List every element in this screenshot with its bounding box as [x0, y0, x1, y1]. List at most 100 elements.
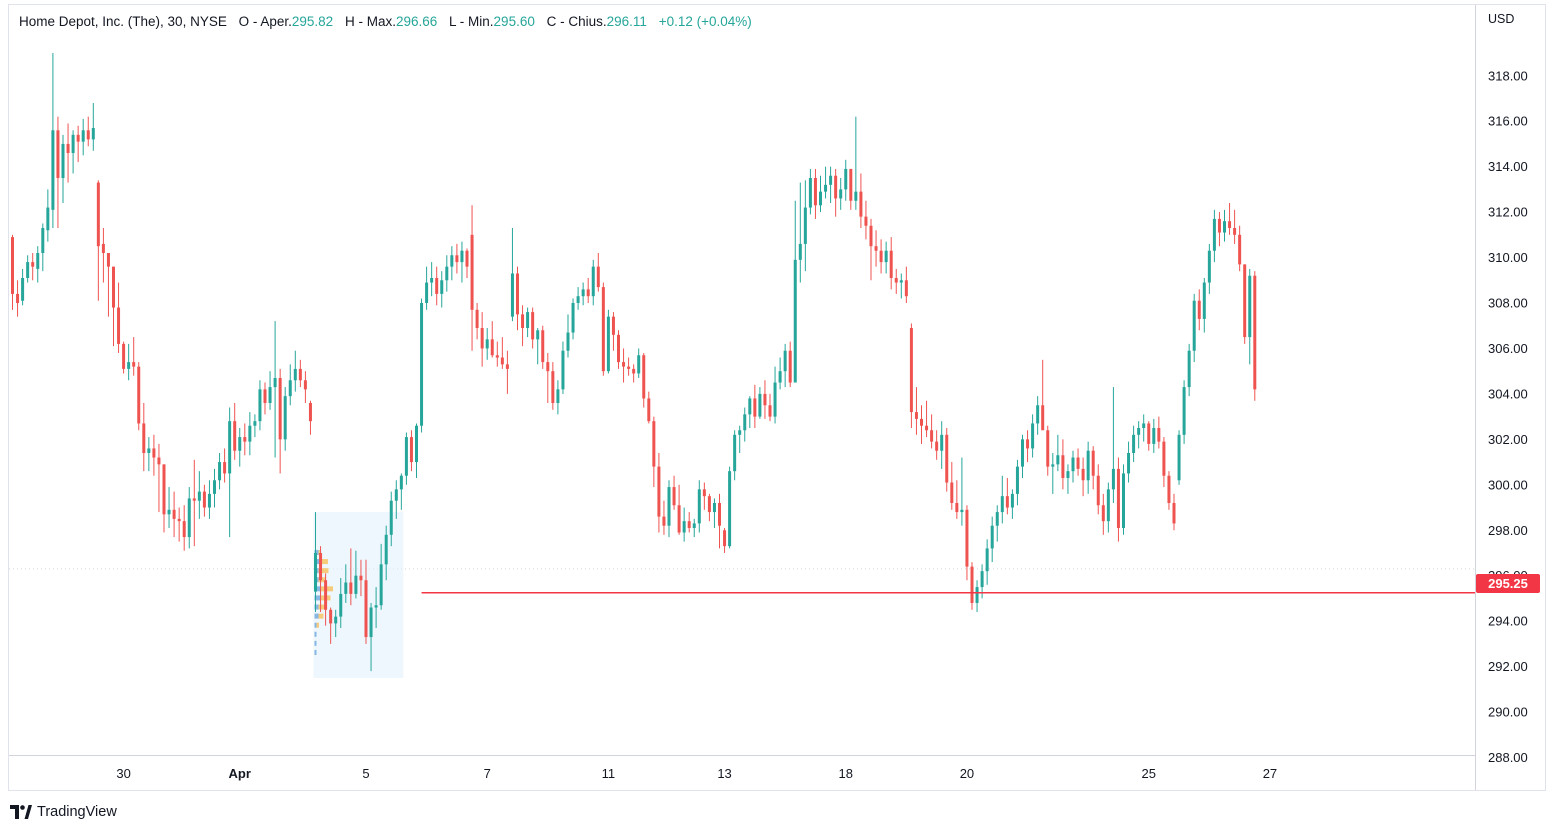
candle-body	[920, 418, 923, 426]
candle-body	[914, 412, 918, 419]
candle-body	[500, 357, 504, 365]
candle-body	[420, 303, 424, 426]
candle-body	[1132, 434, 1136, 453]
x-tick-label: 11	[602, 766, 616, 781]
candle-body	[41, 228, 45, 254]
candle-body	[990, 525, 994, 549]
candle-body	[152, 448, 156, 458]
candle-body	[879, 250, 883, 263]
candle-body	[687, 521, 691, 528]
x-tick-label: 18	[839, 766, 853, 781]
volume-profile-bar-up	[314, 604, 319, 610]
candle-body	[1051, 464, 1055, 467]
candle-body	[192, 498, 196, 501]
currency-label[interactable]: USD	[1488, 12, 1515, 26]
candle-body	[627, 366, 631, 369]
candle-body	[1172, 502, 1176, 524]
candle-body	[46, 207, 50, 231]
candle-body	[1026, 439, 1030, 449]
candle-body	[430, 278, 434, 283]
candle-body	[399, 475, 403, 490]
candle-body	[1046, 430, 1050, 467]
candle-body	[591, 266, 595, 297]
candle-body	[298, 368, 302, 381]
candle-body	[470, 234, 474, 310]
candle-body	[697, 489, 701, 524]
candle-body	[1177, 434, 1181, 481]
candle-body	[404, 437, 408, 476]
volume-profile-bar-up	[314, 649, 317, 655]
candle-body	[510, 273, 514, 317]
candle-body	[480, 327, 484, 349]
legend-low-label: L - Min.	[449, 14, 494, 29]
candle-body	[667, 487, 671, 526]
candle-body	[692, 523, 696, 528]
candle-body	[374, 605, 378, 608]
volume-profile-bar-up	[314, 622, 317, 628]
candle-body	[748, 398, 752, 415]
x-tick-label: 30	[116, 766, 130, 781]
candle-body	[76, 134, 80, 142]
candle-body	[1091, 450, 1095, 476]
candle-body	[945, 434, 949, 483]
volume-profile-box	[313, 512, 404, 678]
y-tick-label: 310.00	[1488, 250, 1528, 265]
candle-body	[541, 330, 545, 363]
y-tick-label: 308.00	[1488, 296, 1528, 311]
volume-profile-bar-down	[320, 559, 328, 565]
candle-body	[1142, 423, 1146, 428]
candle-body	[91, 128, 95, 140]
candle-body	[1086, 450, 1090, 481]
candle-body	[339, 593, 343, 617]
candle-body	[36, 253, 40, 269]
candle-body	[904, 280, 908, 297]
candle-body	[273, 377, 277, 388]
candle-body	[1015, 466, 1019, 494]
candle-body	[197, 491, 201, 501]
candle-body	[1116, 468, 1120, 528]
candle-body	[1111, 468, 1115, 490]
volume-profile-bar-up	[314, 586, 321, 592]
candle-body	[495, 355, 499, 358]
volume-profile-bar-up	[314, 631, 317, 637]
candle-body	[753, 398, 757, 417]
volume-profile-bar-up	[314, 549, 319, 555]
candle-body	[172, 509, 176, 519]
candle-body	[127, 362, 131, 369]
candle-body	[1202, 282, 1206, 319]
candle-body	[31, 262, 35, 267]
candle-body	[995, 512, 999, 526]
candle-body	[415, 425, 418, 463]
candle-body	[445, 266, 449, 281]
y-tick-label: 292.00	[1488, 659, 1528, 674]
candle-body	[940, 434, 944, 451]
candle-body	[859, 191, 863, 217]
candle-body	[763, 393, 767, 406]
candle-body	[505, 364, 509, 369]
candle-body	[253, 421, 257, 426]
candle-body	[334, 616, 338, 624]
candle-body	[955, 502, 959, 513]
candle-body	[894, 278, 898, 283]
candle-body	[571, 303, 575, 333]
x-tick-label: 20	[960, 766, 974, 781]
legend-high-value: 296.66	[395, 14, 438, 29]
candle-body	[238, 437, 242, 451]
candle-body	[106, 253, 110, 267]
y-tick-label: 318.00	[1488, 68, 1528, 83]
y-tick-label: 290.00	[1488, 705, 1528, 720]
candle-body	[344, 582, 348, 594]
candle-body	[662, 516, 666, 526]
candle-body	[349, 582, 353, 594]
candle-body	[187, 498, 191, 538]
candle-body	[16, 293, 20, 303]
candle-body	[233, 421, 237, 451]
candle-body	[137, 366, 141, 424]
tradingview-brand[interactable]: TradingView	[10, 804, 117, 820]
candle-body	[536, 330, 540, 340]
candle-body	[783, 350, 787, 372]
candle-body	[824, 184, 828, 192]
candle-body	[778, 371, 782, 383]
candle-body	[1228, 221, 1232, 229]
